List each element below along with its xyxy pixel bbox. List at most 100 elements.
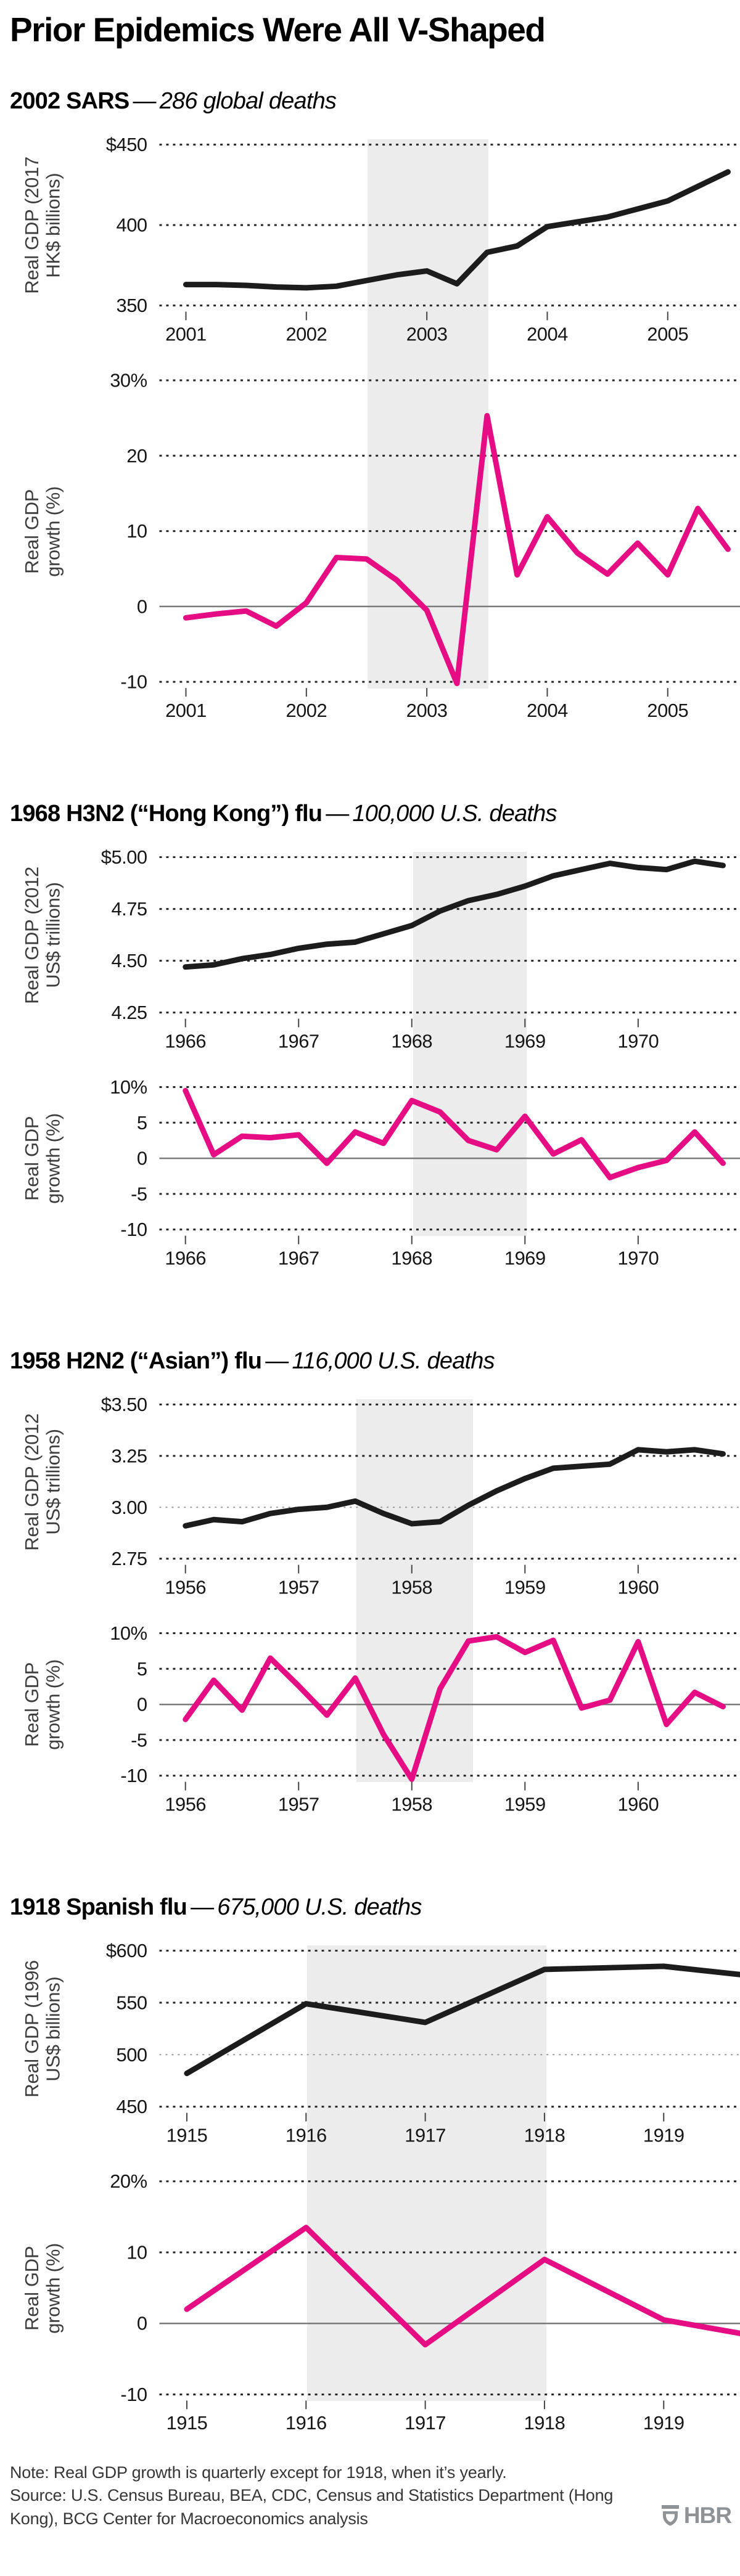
svg-text:4.25: 4.25 xyxy=(111,1002,147,1023)
svg-text:2002: 2002 xyxy=(286,323,327,344)
svg-text:1917: 1917 xyxy=(405,2412,446,2433)
footer: Note: Real GDP growth is quarterly excep… xyxy=(10,2461,740,2531)
gdp-level-chart-row: Real GDP (2017 HK$ billions) $450 400 350 2… xyxy=(10,136,740,344)
gdp-growth-chart-row: Real GDP growth (%) 10% 5 0 -5 -10 1966 1967 19… xyxy=(10,1078,740,1268)
svg-text:1918: 1918 xyxy=(524,2412,565,2433)
section-heading-event: 1958 H2N2 (“Asian”) flu xyxy=(10,1347,262,1374)
svg-text:10: 10 xyxy=(126,520,147,542)
svg-text:1915: 1915 xyxy=(166,2412,208,2433)
svg-text:2005: 2005 xyxy=(647,323,688,344)
gdp-level-chart: $450 400 350 2001 2002 2003 2004 2005 xyxy=(106,136,740,344)
svg-text:500: 500 xyxy=(117,2043,147,2065)
section-heading: 1918 Spanish flu —675,000 U.S. deaths xyxy=(10,1894,740,1921)
page-title: Prior Epidemics Were All V-Shaped xyxy=(10,10,546,49)
svg-text:-5: -5 xyxy=(131,1183,147,1204)
svg-text:3.00: 3.00 xyxy=(111,1496,147,1518)
section-h3n2-1968: 1968 H3N2 (“Hong Kong”) flu —100,000 U.S.… xyxy=(10,801,740,1268)
gdp-growth-chart: 20% 10 0 -10 1915 1916 1917 1918 1919 xyxy=(110,2172,740,2433)
svg-text:2002: 2002 xyxy=(286,699,327,720)
svg-text:1968: 1968 xyxy=(391,1247,432,1268)
svg-text:-10: -10 xyxy=(120,2383,147,2405)
svg-text:1916: 1916 xyxy=(286,2412,327,2433)
svg-text:2004: 2004 xyxy=(527,323,568,344)
gdp-level-chart: $600 550 500 450 1915 1916 1917 1918 1919 xyxy=(106,1942,740,2145)
section-heading-dash: — xyxy=(133,88,156,114)
svg-text:3.25: 3.25 xyxy=(111,1445,147,1466)
svg-text:0: 0 xyxy=(137,1147,147,1169)
svg-text:2003: 2003 xyxy=(406,699,448,720)
y-axis-title: Real GDP growth (%) xyxy=(10,1624,76,1814)
gdp-growth-chart: 10% 5 0 -5 -10 1956 1957 1958 1959 1960 xyxy=(110,1624,740,1814)
svg-text:1919: 1919 xyxy=(643,2412,684,2433)
section-heading-dash: — xyxy=(191,1894,214,1920)
svg-text:-10: -10 xyxy=(120,1219,147,1240)
y-axis-title: Real GDP (2012 US$ trillions) xyxy=(10,848,76,1051)
y-axis-title: Real GDP growth (%) xyxy=(10,371,76,721)
svg-text:$3.50: $3.50 xyxy=(101,1396,147,1415)
svg-text:1919: 1919 xyxy=(643,2124,684,2145)
gdp-level-chart-row: Real GDP (2012 US$ trillions) $3.50 3.25 3… xyxy=(10,1396,740,1597)
svg-text:1967: 1967 xyxy=(278,1030,319,1051)
svg-text:4.50: 4.50 xyxy=(111,950,147,971)
svg-text:1960: 1960 xyxy=(617,1793,659,1814)
svg-text:2005: 2005 xyxy=(647,699,688,720)
svg-text:2001: 2001 xyxy=(165,699,207,720)
y-axis-title-text: Real GDP (2012 US$ trillions) xyxy=(21,1413,64,1551)
svg-text:1970: 1970 xyxy=(617,1030,659,1051)
svg-text:2004: 2004 xyxy=(527,699,568,720)
svg-text:350: 350 xyxy=(117,295,147,316)
svg-text:1969: 1969 xyxy=(504,1030,546,1051)
gdp-level-chart-row: Real GDP (2012 US$ trillions) $5.00 4.75 4… xyxy=(10,848,740,1051)
gdp-growth-chart-row: Real GDP growth (%) 10% 5 0 -5 -10 1956 1957 19… xyxy=(10,1624,740,1814)
y-axis-title: Real GDP (2012 US$ trillions) xyxy=(10,1396,76,1597)
svg-text:10: 10 xyxy=(126,2241,147,2263)
svg-text:-10: -10 xyxy=(120,1765,147,1786)
svg-text:1958: 1958 xyxy=(391,1576,432,1597)
gdp-level-chart: $3.50 3.25 3.00 2.75 1956 1957 1958 1959 1960 xyxy=(101,1396,740,1597)
section-heading: 1968 H3N2 (“Hong Kong”) flu —100,000 U.S.… xyxy=(10,801,740,827)
section-heading: 2002 SARS —286 global deaths xyxy=(10,88,740,115)
svg-text:1968: 1968 xyxy=(391,1030,432,1051)
section-sars-2002: 2002 SARS —286 global deaths Real GDP (20… xyxy=(10,88,740,721)
svg-text:30%: 30% xyxy=(110,371,147,391)
y-axis-title-text: Real GDP (2012 US$ trillions) xyxy=(21,866,64,1004)
section-heading-deaths: 100,000 U.S. deaths xyxy=(352,800,557,827)
svg-text:2.75: 2.75 xyxy=(111,1548,147,1569)
svg-text:1956: 1956 xyxy=(165,1793,206,1814)
svg-text:400: 400 xyxy=(117,214,147,235)
source-credit: Source: U.S. Census Bureau, BEA, CDC, Ce… xyxy=(10,2486,614,2529)
y-axis-title-text: Real GDP growth (%) xyxy=(21,1113,64,1204)
y-axis-title-text: Real GDP growth (%) xyxy=(21,1659,64,1750)
hbr-logo: HBR xyxy=(661,2502,732,2529)
svg-text:1969: 1969 xyxy=(504,1247,546,1268)
svg-text:1959: 1959 xyxy=(504,1576,546,1597)
svg-text:1967: 1967 xyxy=(278,1247,319,1268)
svg-text:10%: 10% xyxy=(110,1624,147,1644)
svg-text:1958: 1958 xyxy=(391,1793,432,1814)
svg-text:0: 0 xyxy=(137,1693,147,1715)
svg-text:1916: 1916 xyxy=(286,2124,327,2145)
y-axis-title: Real GDP growth (%) xyxy=(10,2172,76,2433)
gdp-growth-chart-row: Real GDP growth (%) 30% 20 10 0 -10 2001 2002 2… xyxy=(10,371,740,721)
svg-text:0: 0 xyxy=(137,595,147,617)
svg-text:5: 5 xyxy=(137,1111,147,1133)
section-spanish-flu-1918: 1918 Spanish flu —675,000 U.S. deaths Rea… xyxy=(10,1894,740,2433)
svg-text:1918: 1918 xyxy=(524,2124,565,2145)
hbr-logo-text: HBR xyxy=(683,2502,732,2528)
section-heading-event: 1918 Spanish flu xyxy=(10,1894,187,1920)
svg-text:1957: 1957 xyxy=(278,1576,319,1597)
svg-text:10%: 10% xyxy=(110,1078,147,1098)
svg-text:20: 20 xyxy=(126,444,147,466)
section-heading: 1958 H2N2 (“Asian”) flu —116,000 U.S. dea… xyxy=(10,1348,740,1375)
svg-text:2003: 2003 xyxy=(406,323,448,344)
svg-text:2001: 2001 xyxy=(165,323,207,344)
gdp-growth-chart: 10% 5 0 -5 -10 1966 1967 1968 1969 1970 xyxy=(110,1078,740,1268)
gdp-level-chart-row: Real GDP (1996 US$ billions) $600 550 500 4… xyxy=(10,1942,740,2145)
section-heading-deaths: 116,000 U.S. deaths xyxy=(292,1347,495,1374)
svg-text:450: 450 xyxy=(117,2096,147,2117)
svg-text:1970: 1970 xyxy=(617,1247,659,1268)
svg-text:1960: 1960 xyxy=(617,1576,659,1597)
svg-text:$600: $600 xyxy=(106,1942,147,1961)
svg-text:1917: 1917 xyxy=(405,2124,446,2145)
